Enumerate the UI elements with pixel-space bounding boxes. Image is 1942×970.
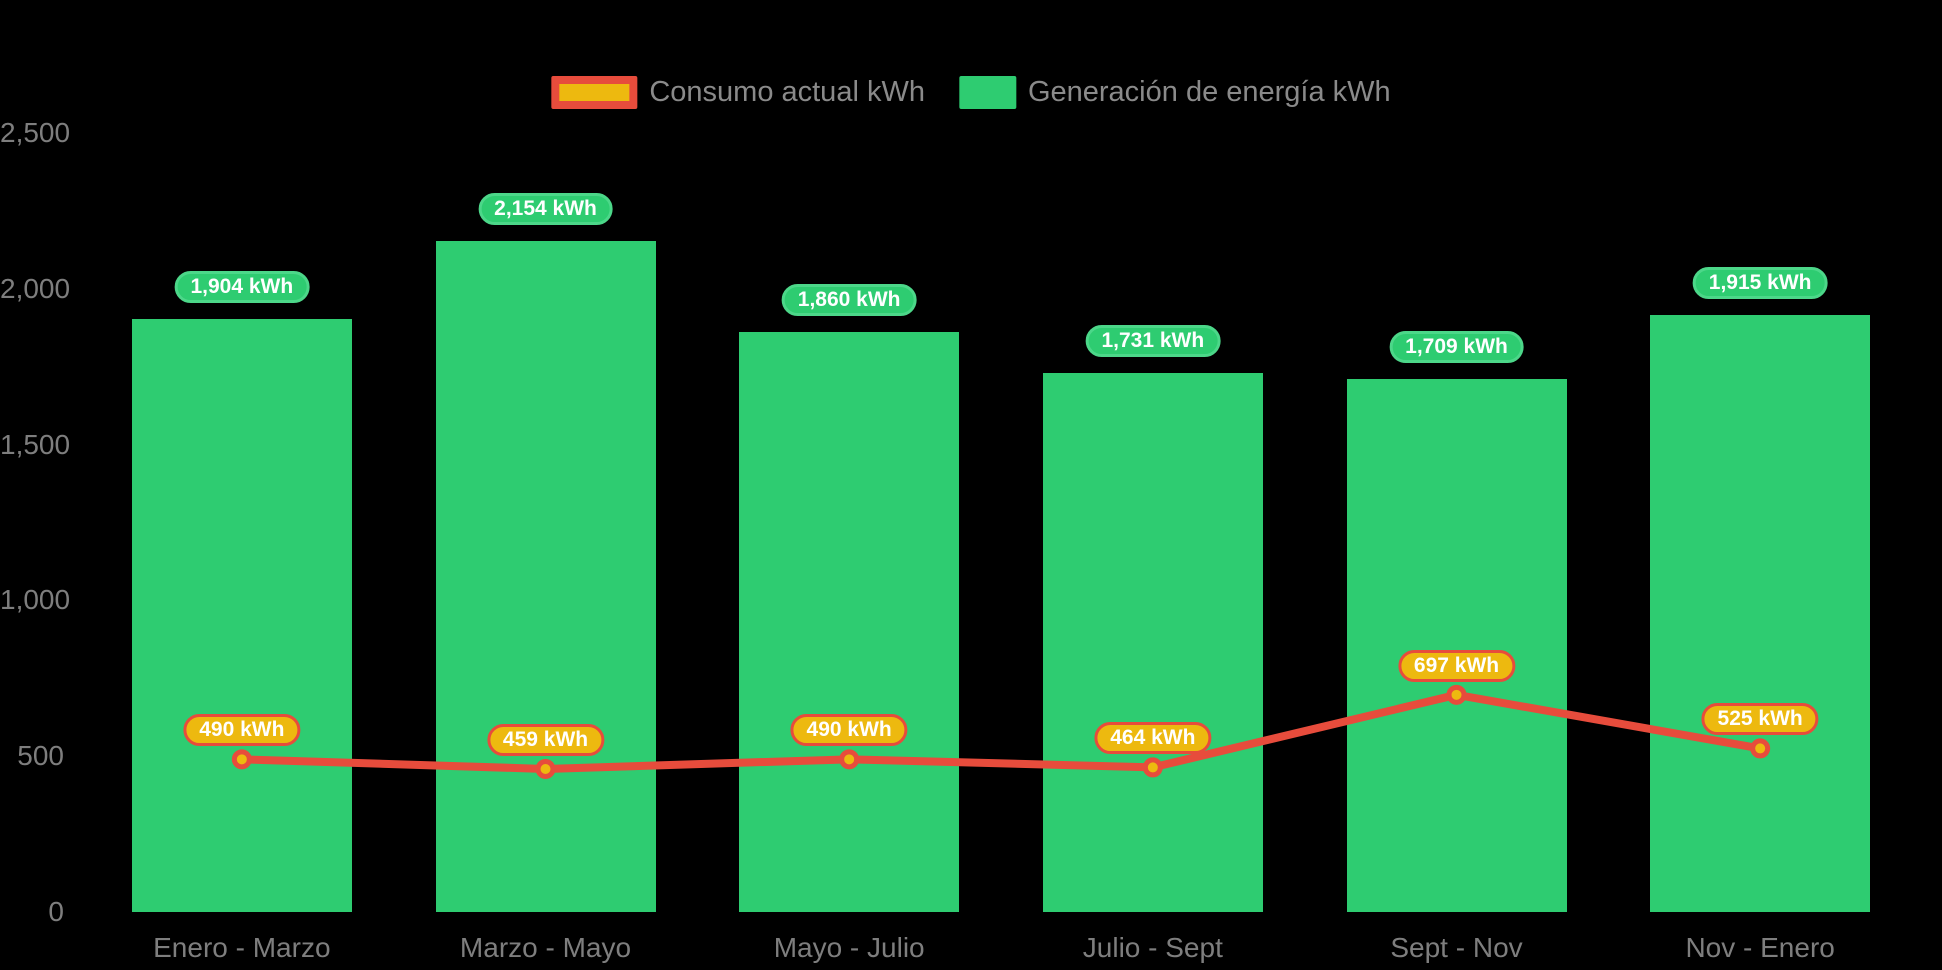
y-axis-tick-label: 1,000	[0, 584, 71, 616]
y-axis-tick-label: 500	[17, 740, 64, 772]
x-axis-category-label: Marzo - Mayo	[459, 932, 632, 963]
bar-generacion[interactable]	[1346, 379, 1567, 912]
line-value-badge: 697 kWh	[1397, 649, 1516, 682]
legend-swatch-generacion-icon	[958, 76, 1016, 109]
x-axis-category-label: Sept - Nov	[1390, 932, 1523, 963]
bar-value-badge: 2,154 kWh	[478, 192, 613, 225]
y-axis-tick-label: 1,500	[0, 428, 71, 460]
x-axis-category-label: Nov - Enero	[1685, 932, 1835, 963]
bar-generacion[interactable]	[131, 318, 352, 912]
bar-generacion[interactable]	[1650, 315, 1871, 912]
line-value-badge: 464 kWh	[1094, 722, 1212, 755]
line-value-badge: 525 kWh	[1701, 703, 1819, 736]
legend-label-generacion: Generación de energía kWh	[1027, 76, 1391, 108]
line-value-badge: 459 kWh	[486, 723, 605, 756]
line-value-badge: 490 kWh	[790, 714, 908, 747]
legend: Consumo actual kWh Generación de energía…	[551, 76, 1391, 109]
bar-value-badge: 1,904 kWh	[174, 270, 310, 303]
bar-generacion[interactable]	[739, 332, 960, 912]
legend-item-consumo[interactable]: Consumo actual kWh	[551, 76, 925, 109]
legend-label-consumo: Consumo actual kWh	[649, 76, 925, 108]
bar-generacion[interactable]	[435, 240, 656, 912]
bar-value-badge: 1,860 kWh	[781, 284, 917, 317]
bar-generacion[interactable]	[1042, 372, 1263, 912]
bar-value-badge: 1,915 kWh	[1692, 267, 1828, 300]
y-axis-tick-label: 2,000	[0, 272, 71, 304]
legend-item-generacion[interactable]: Generación de energía kWh	[958, 76, 1391, 109]
y-axis-tick-label: 2,500	[0, 117, 71, 148]
bar-value-badge: 1,709 kWh	[1389, 331, 1524, 364]
y-axis-tick-label: 0	[48, 896, 64, 927]
x-axis-category-label: Enero - Marzo	[153, 932, 331, 963]
x-axis-category-label: Mayo - Julio	[773, 932, 925, 963]
line-value-badge: 490 kWh	[183, 714, 301, 747]
x-axis-category-label: Julio - Sept	[1082, 932, 1223, 963]
bar-value-badge: 1,731 kWh	[1085, 324, 1221, 357]
legend-swatch-consumo-icon	[551, 76, 638, 109]
